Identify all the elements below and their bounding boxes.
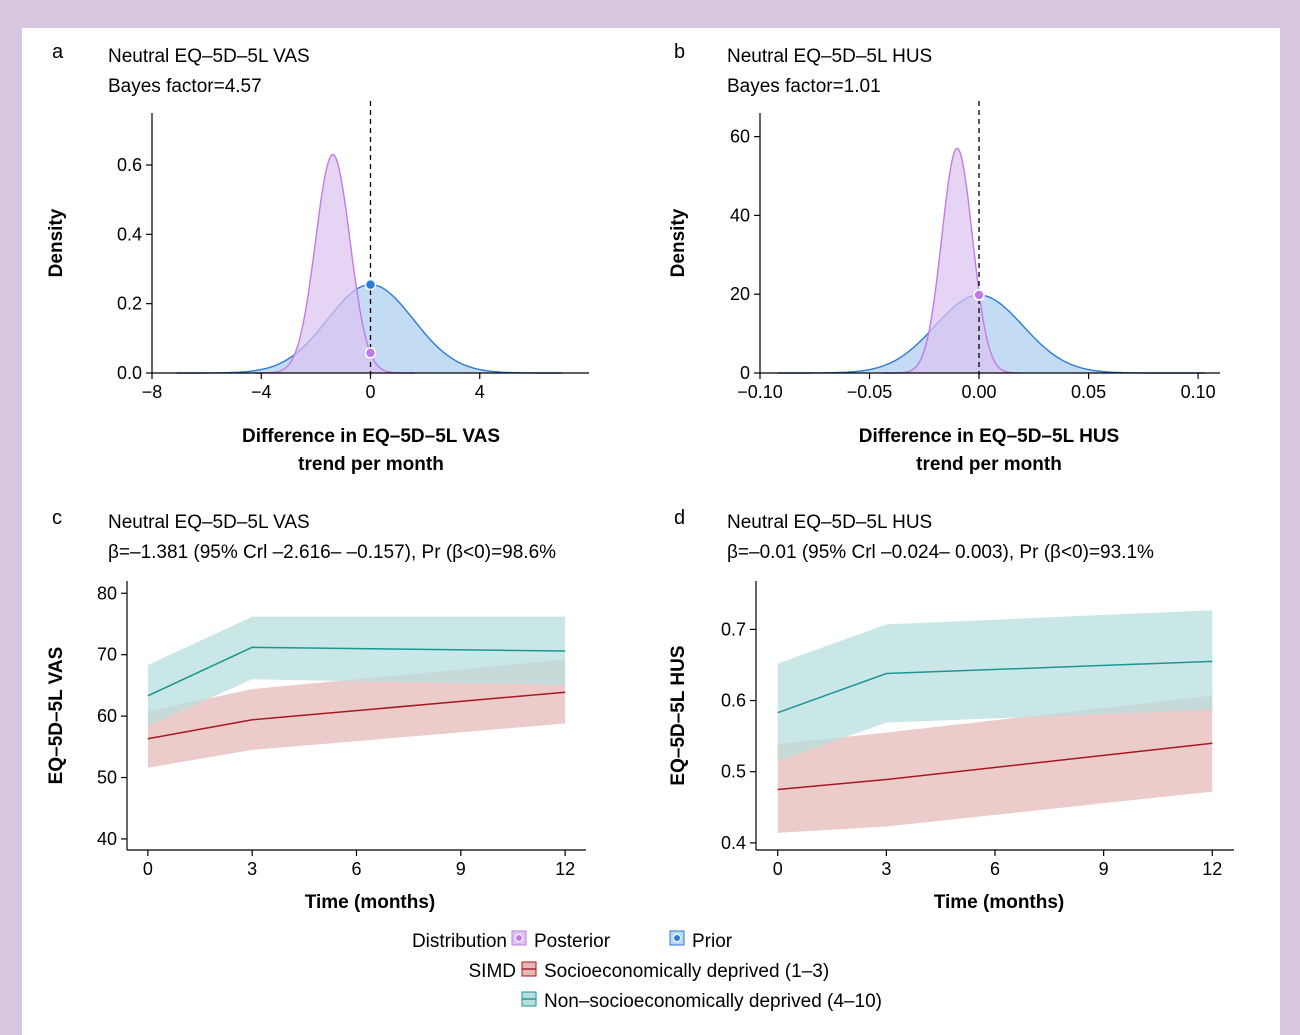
axes: −8 −4 0 4 0.0 0.2 0.4 0.6 [117,113,589,402]
y-tick-label: 40 [730,205,750,225]
x-tick-label: 3 [247,859,257,879]
axes: −0.10 −0.05 0.00 0.05 0.10 0 20 40 60 [730,113,1220,402]
x-axis-title: Time (months) [305,892,436,913]
confidence-band [777,610,1213,761]
posterior-density-line [255,153,415,374]
series-line [777,660,1213,714]
x-tick-label: −4 [251,382,272,402]
x-tick-label: 0 [365,382,375,402]
x-tick-label: 0.10 [1181,382,1216,402]
panel-letter: b [674,41,685,63]
y-tick-label: 50 [97,768,117,788]
legend-title-simd: SIMD [469,961,517,982]
confidence-band [147,616,566,726]
y-tick-label: 0.6 [117,155,142,175]
y-axis-title: EQ–5D–5L VAS [46,647,67,785]
x-axis-title: trend per month [298,454,444,475]
prior-density-area [176,284,562,373]
prior-point [364,278,377,291]
legend-label-posterior: Posterior [534,931,611,952]
x-tick-label: 0 [143,859,153,879]
panel-subtitle: Bayes factor=1.01 [727,76,881,97]
x-axis-title: Difference in EQ–5D–5L HUS [859,426,1119,447]
figure-frame: a Neutral EQ–5D–5L VAS Bayes factor=4.57 −8… [22,28,1280,1035]
series-line [777,742,1213,791]
confidence-band [147,659,566,768]
plot-area [176,101,562,375]
x-tick-label: 9 [456,859,466,879]
x-tick-label: 0.05 [1071,382,1106,402]
panel-title: Neutral EQ–5D–5L VAS [108,46,310,67]
legend: Distribution Posterior Prior SIMD Socioecono… [412,930,882,1012]
plot-area [147,616,566,768]
panel-title: Neutral EQ–5D–5L HUS [727,46,932,67]
posterior-density-line [882,147,1019,374]
posterior-density-area [882,148,1019,373]
x-tick-label: 0 [773,859,783,879]
panel-title: Neutral EQ–5D–5L VAS [108,512,310,533]
posterior-point [364,347,377,359]
panel-a: a Neutral EQ–5D–5L VAS Bayes factor=4.57 −8… [46,41,589,475]
legend-key-prior-point [673,934,681,942]
confidence-band [777,695,1213,833]
x-tick-label: 6 [990,859,1000,879]
x-tick-label: −0.05 [847,382,893,402]
axes: 0 3 6 9 12 0.4 0.5 0.6 0.7 [721,581,1234,879]
y-tick-label: 0.7 [721,619,746,639]
y-tick-label: 70 [97,645,117,665]
panel-title: Neutral EQ–5D–5L HUS [727,512,932,533]
panel-letter: d [674,507,685,529]
plot-area [777,101,1205,375]
y-axis-title: Density [668,208,689,277]
prior-density-area [777,295,1205,373]
x-axis-title: Time (months) [934,892,1065,913]
panel-subtitle: β=–0.01 (95% Crl –0.024– 0.003), Pr (β<0… [727,542,1154,563]
y-tick-label: 60 [730,127,750,147]
figure-canvas: a Neutral EQ–5D–5L VAS Bayes factor=4.57 −8… [46,41,1234,1012]
x-tick-label: 0.00 [962,382,997,402]
legend-label-prior: Prior [692,931,733,952]
y-tick-label: 40 [97,829,117,849]
y-tick-label: 0.0 [117,363,142,383]
series-line [147,646,566,697]
legend-key-posterior-point [515,934,523,942]
y-axis-title: EQ–5D–5L HUS [668,645,689,785]
posterior-density-area [255,154,415,373]
x-tick-label: 12 [555,859,575,879]
axes: 0 3 6 9 12 40 50 60 70 80 [97,581,586,879]
panel-b: b Neutral EQ–5D–5L HUS Bayes factor=1.01 −0… [668,41,1220,475]
panel-subtitle: β=–1.381 (95% Crl –2.616– –0.157), Pr (β… [108,542,556,563]
x-tick-label: −8 [142,382,163,402]
plot-area [777,610,1213,833]
legend-title-distribution: Distribution [412,931,507,952]
y-tick-label: 0 [740,363,750,383]
panel-c: c Neutral EQ–5D–5L VAS β=–1.381 (95% Crl –… [46,507,586,913]
y-tick-label: 0.4 [117,224,142,244]
series-line [147,691,566,740]
posterior-point [973,289,985,301]
legend-label-deprived: Socioeconomically deprived (1–3) [544,961,829,982]
y-tick-label: 0.2 [117,294,142,314]
y-tick-label: 0.6 [721,691,746,711]
x-tick-label: 6 [351,859,361,879]
panel-letter: c [52,507,62,529]
x-tick-label: 4 [475,382,485,402]
y-tick-label: 20 [730,284,750,304]
x-tick-label: 3 [881,859,891,879]
y-axis-title: Density [46,208,67,277]
legend-label-nondeprived: Non–socioeconomically deprived (4–10) [544,991,882,1012]
x-tick-label: 9 [1099,859,1109,879]
panel-subtitle: Bayes factor=4.57 [108,76,262,97]
panel-d: d Neutral EQ–5D–5L HUS β=–0.01 (95% Crl –0… [668,507,1234,913]
panel-letter: a [52,41,64,63]
x-tick-label: 12 [1202,859,1222,879]
y-tick-label: 0.5 [721,762,746,782]
x-axis-title: Difference in EQ–5D–5L VAS [242,426,500,447]
x-axis-title: trend per month [916,454,1062,475]
x-tick-label: −0.10 [737,382,783,402]
y-tick-label: 60 [97,706,117,726]
y-tick-label: 80 [97,583,117,603]
y-tick-label: 0.4 [721,833,746,853]
